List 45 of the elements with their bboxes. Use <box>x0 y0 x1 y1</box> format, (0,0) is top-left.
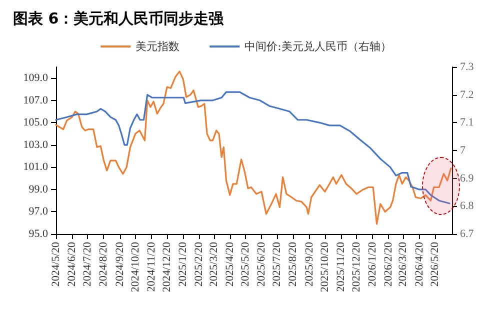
x-tick-label: 2025/9/20 <box>303 242 316 287</box>
y-tick-label: 105.0 <box>23 116 48 129</box>
x-tick-label: 2026/2/20 <box>382 242 395 287</box>
x-tick-label: 2026/5/20 <box>428 242 441 287</box>
chart-title: 图表 6：美元和人民币同步走强 <box>13 10 225 28</box>
x-tick-label: 2025/1/20 <box>177 242 190 287</box>
x-tick-label: 2025/3/20 <box>208 242 220 287</box>
x-tick-label: 2025/5/20 <box>239 242 252 287</box>
x-tick-label: 2024/9/20 <box>114 242 126 287</box>
y-tick-label: 95.0 <box>28 228 48 240</box>
x-tick-label: 2024/8/20 <box>98 242 110 287</box>
x-tick-label: 2025/7/20 <box>271 242 284 287</box>
x-tick-label: 2025/10/20 <box>318 242 331 292</box>
y-tick-label: 99.0 <box>28 183 48 196</box>
line-series <box>55 70 452 225</box>
x-tick-label: 2025/8/20 <box>287 242 300 287</box>
x-tick-label: 2025/2/20 <box>193 242 206 287</box>
x-tick-label: 2025/11/20 <box>334 242 347 292</box>
y-tick-label: 97.0 <box>28 206 48 218</box>
x-tick-label: 2026/4/20 <box>413 242 426 287</box>
y-tick-label: 103.0 <box>23 138 48 151</box>
y2-tick-label: 6.9 <box>460 172 474 184</box>
line-series <box>55 91 450 204</box>
y2-tick-label: 7.3 <box>460 61 474 73</box>
y2-tick-label: 7.1 <box>460 116 474 129</box>
x-tick-label: 2024/12/20 <box>161 242 174 292</box>
y2-tick-label: 6.7 <box>460 228 474 240</box>
x-tick-label: 2024/11/20 <box>145 242 158 292</box>
y-tick-label: 101.0 <box>23 161 48 174</box>
legend-label: 美元指数 <box>136 40 180 53</box>
y2-tick-label: 7 <box>460 144 466 156</box>
x-tick-label: 2026/3/20 <box>397 242 410 287</box>
x-tick-label: 2024/6/20 <box>66 242 78 287</box>
legend-label: 中间价:美元兑人民币（右轴） <box>244 40 392 53</box>
x-tick-label: 2025/12/20 <box>350 242 363 292</box>
y-tick-label: 109.0 <box>23 72 48 84</box>
x-tick-label: 2024/5/20 <box>50 242 62 287</box>
x-tick-label: 2026/1/20 <box>366 242 379 287</box>
x-tick-label: 2025/6/20 <box>256 242 268 287</box>
y2-tick-label: 7.2 <box>460 88 474 101</box>
y-tick-label: 107.0 <box>23 94 48 106</box>
y2-tick-label: 6.8 <box>460 200 474 212</box>
x-tick-label: 2024/7/20 <box>82 242 94 287</box>
x-tick-label: 2024/10/20 <box>129 242 142 292</box>
x-tick-label: 2025/4/20 <box>224 242 236 287</box>
